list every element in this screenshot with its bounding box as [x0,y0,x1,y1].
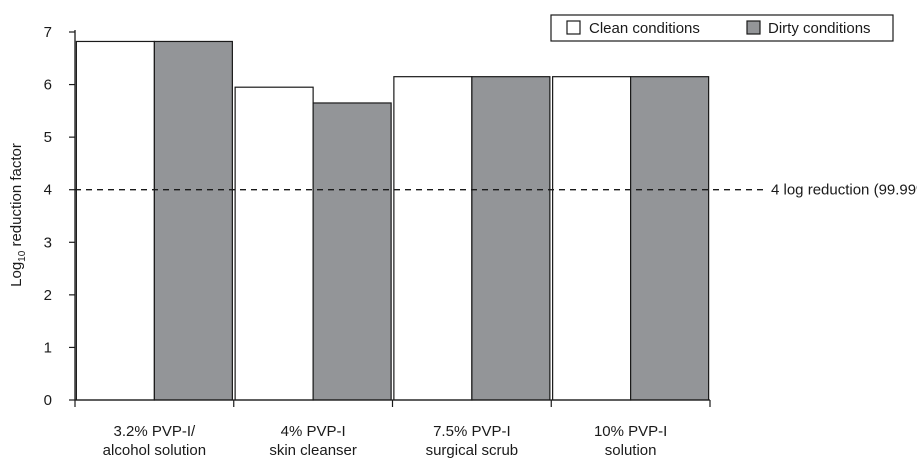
y-axis-title-subscript: 10 [17,250,28,262]
legend-swatch-dirty [746,20,761,35]
y-axis-title: Log10 reduction factor [8,143,28,287]
bar-dirty-3 [630,76,710,401]
x-label-2-line-0: 7.5% PVP-I [433,423,511,440]
y-tick-label-7: 7 [44,24,52,41]
bar-dirty-2 [471,76,551,401]
y-tick-label-3: 3 [44,234,52,251]
x-axis-labels: 3.2% PVP-I/alcohol solution 4% PVP-I skin … [103,423,668,459]
y-axis-title-main: Log [8,262,25,287]
x-label-0-line-0: 3.2% PVP-I/ [114,423,197,440]
y-tick-label-4: 4 [44,182,52,199]
y-tick-label-0: 0 [44,392,52,409]
reference-line-group: 4 log reduction (99.99%) [75,182,917,199]
bar-clean-1 [234,86,314,401]
x-label-1-line-0: 4% PVP-I [281,423,346,440]
y-axis-title-rest: reduction factor [8,143,25,251]
bar-clean-0 [75,40,155,401]
legend: Clean conditions Dirty conditions [550,14,894,42]
bar-dirty-0 [153,40,233,401]
x-label-2-line-1: surgical scrub [426,442,519,459]
y-tick-label-5: 5 [44,129,52,146]
bar-dirty-1 [312,102,392,401]
legend-label-dirty: Dirty conditions [768,20,871,37]
x-label-1-line-1: skin cleanser [269,442,357,459]
legend-label-clean: Clean conditions [589,20,700,37]
reference-line-label: 4 log reduction (99.99%) [771,182,917,199]
y-tick-label-1: 1 [44,339,52,356]
x-label-3-line-0: 10% PVP-I [594,423,667,440]
x-label-3-line-1: solution [605,442,657,459]
y-axis-ticks: 0 1 2 3 4 5 6 7 [44,24,75,409]
legend-swatch-clean [566,20,581,35]
y-tick-label-2: 2 [44,287,52,304]
bar-clean-3 [552,76,632,401]
bar-clean-2 [393,76,473,401]
axes [74,30,711,407]
bar-series [75,40,710,401]
x-label-0-line-1: alcohol solution [103,442,206,459]
y-tick-label-6: 6 [44,77,52,94]
legend-box [550,14,894,42]
